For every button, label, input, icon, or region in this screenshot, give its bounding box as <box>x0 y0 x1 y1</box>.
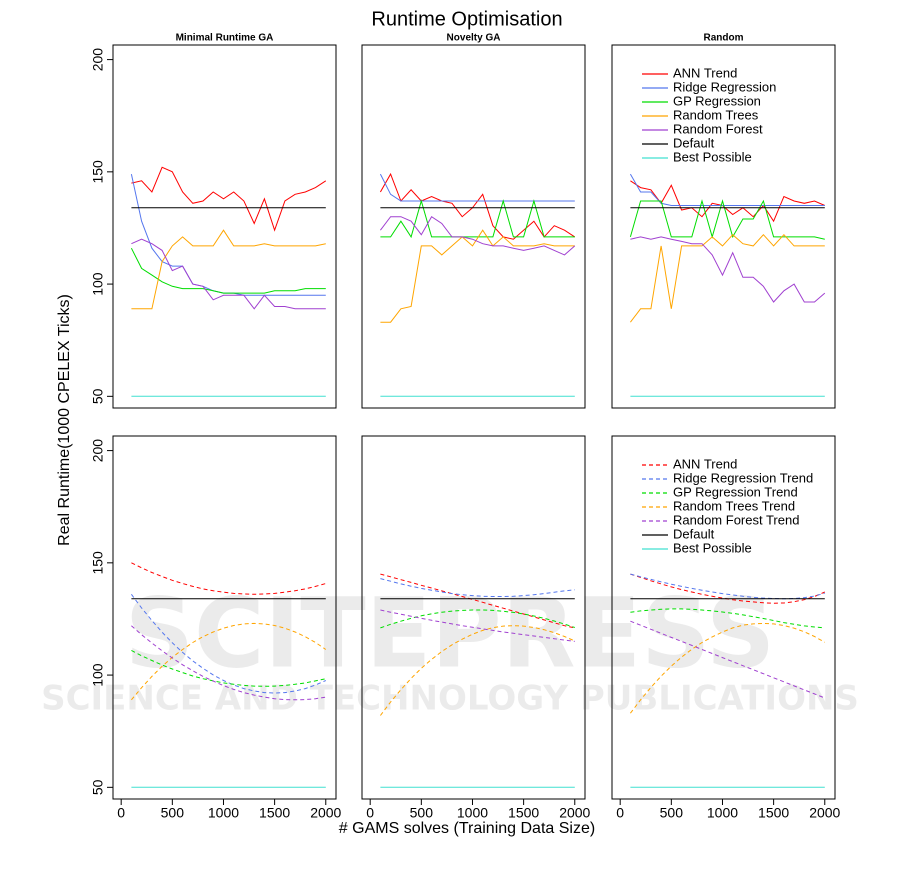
x-tick-label: 1500 <box>758 805 789 821</box>
legend-label: ANN Trend <box>673 456 737 471</box>
y-tick-label: 100 <box>90 272 106 296</box>
series-line <box>380 573 575 629</box>
panel-frame <box>611 435 836 800</box>
panel-frame <box>112 44 337 409</box>
series-line <box>379 172 576 240</box>
x-tick-label: 1000 <box>457 805 488 821</box>
series-line <box>131 166 327 232</box>
x-axis-label: # GAMS solves (Training Data Size) <box>339 820 595 837</box>
panel-title: Novelty GA <box>447 33 501 44</box>
legend-label: Default <box>673 526 715 541</box>
series-line <box>379 173 575 202</box>
series-line <box>131 238 326 310</box>
watermark: SCIENCE AND TECHNOLOGY PUBLICATIONS <box>41 679 859 719</box>
legend-label: Best Possible <box>673 149 752 164</box>
series-line <box>380 578 575 597</box>
series-line <box>131 622 327 701</box>
series-line <box>630 233 825 323</box>
series-line <box>131 562 326 595</box>
panel-frame <box>611 44 836 409</box>
series-line <box>131 649 326 687</box>
legend-label: Best Possible <box>673 540 752 555</box>
legend-label: Random Trees Trend <box>673 498 795 513</box>
panel-frame <box>361 44 586 409</box>
x-tick-label: 500 <box>660 805 684 821</box>
series-line <box>130 173 326 296</box>
x-tick-label: 1000 <box>707 805 738 821</box>
legend-label: Default <box>673 135 715 150</box>
legend-label: Ridge Regression Trend <box>673 470 813 485</box>
panel-title: Random <box>704 33 744 44</box>
series-line <box>629 173 825 206</box>
panel-frame <box>112 435 337 800</box>
x-tick-label: 500 <box>410 805 434 821</box>
series-line <box>380 609 575 642</box>
series-line <box>380 625 576 716</box>
y-axis-label: Real Runtime(1000 CPELEX Ticks) <box>56 294 73 546</box>
series-line <box>630 622 826 714</box>
x-tick-label: 1500 <box>259 805 290 821</box>
series-line <box>630 608 825 629</box>
x-tick-label: 0 <box>616 805 624 821</box>
series-line <box>131 625 326 701</box>
legend-label: Random Trees <box>673 107 759 122</box>
x-tick-label: 1500 <box>508 805 539 821</box>
series-line <box>130 247 326 294</box>
y-tick-label: 150 <box>90 160 106 184</box>
series-line <box>380 199 575 239</box>
legend-label: GP Regression Trend <box>673 484 798 499</box>
series-line <box>630 180 826 223</box>
y-tick-label: 50 <box>90 388 106 404</box>
y-tick-label: 100 <box>90 663 106 687</box>
series-line <box>131 229 326 310</box>
figure-title: Runtime Optimisation <box>371 8 562 30</box>
legend-label: Ridge Regression <box>673 79 776 94</box>
legend-label: ANN Trend <box>673 65 737 80</box>
legend-label: Random Forest <box>673 121 763 136</box>
legend-label: Random Forest Trend <box>673 512 799 527</box>
x-tick-label: 0 <box>117 805 125 821</box>
y-tick-label: 150 <box>90 551 106 575</box>
x-tick-label: 0 <box>366 805 374 821</box>
series-line <box>630 236 826 303</box>
x-tick-label: 500 <box>161 805 185 821</box>
series-line <box>380 229 575 323</box>
series-line <box>380 215 576 256</box>
y-tick-label: 50 <box>90 779 106 795</box>
x-tick-label: 2000 <box>310 805 341 821</box>
panel-frame <box>361 435 586 800</box>
x-tick-label: 1000 <box>208 805 239 821</box>
series-line <box>380 609 575 629</box>
watermark: SCITEPRESS <box>125 577 775 689</box>
series-line <box>130 594 327 694</box>
panel-title: Minimal Runtime GA <box>176 33 274 44</box>
x-tick-label: 2000 <box>559 805 590 821</box>
x-tick-label: 2000 <box>809 805 840 821</box>
legend-label: GP Regression <box>673 93 761 108</box>
y-tick-label: 200 <box>90 439 106 463</box>
y-tick-label: 200 <box>90 48 106 72</box>
series-line <box>629 199 825 240</box>
